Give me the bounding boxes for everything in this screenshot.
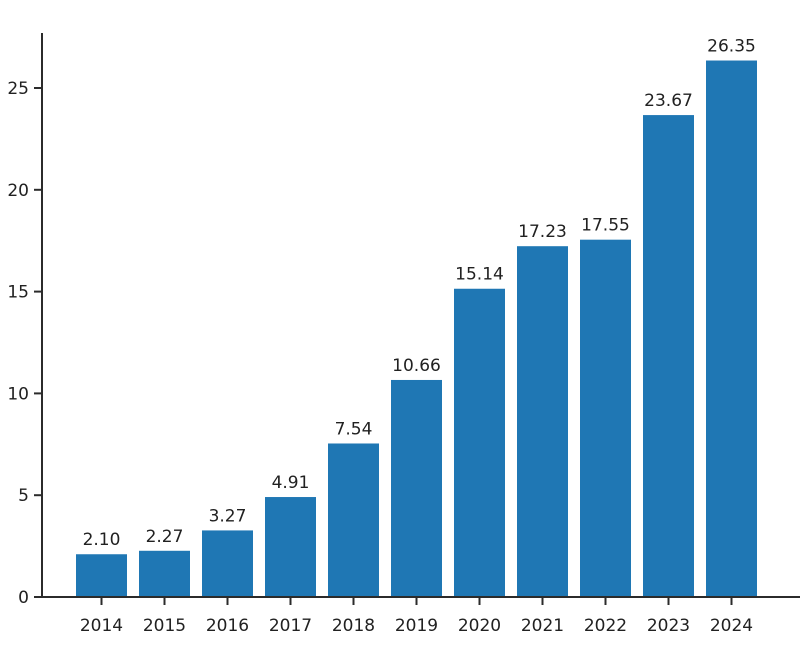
x-tick-label: 2018	[332, 616, 375, 636]
bar	[517, 246, 568, 597]
bar	[643, 115, 694, 597]
x-tick-label: 2023	[647, 616, 690, 636]
bar-value-label: 17.55	[581, 216, 630, 236]
y-tick-label: 20	[7, 181, 29, 201]
bar-value-label: 2.10	[83, 530, 121, 550]
x-tick-label: 2014	[80, 616, 123, 636]
bar	[391, 379, 442, 597]
y-tick-label: 10	[7, 384, 29, 404]
bar	[139, 550, 190, 597]
bar-value-label: 2.27	[146, 527, 184, 547]
bar-value-label: 4.91	[272, 473, 310, 493]
x-tick-label: 2017	[269, 616, 312, 636]
bar	[76, 554, 127, 597]
bar-value-label: 23.67	[644, 91, 693, 111]
x-tick-label: 2022	[584, 616, 627, 636]
bar	[454, 288, 505, 597]
x-tick-label: 2024	[710, 616, 753, 636]
x-tick-label: 2016	[206, 616, 249, 636]
bar	[265, 497, 316, 597]
x-tick-label: 2020	[458, 616, 501, 636]
x-tick-label: 2019	[395, 616, 438, 636]
bar	[202, 530, 253, 597]
bar-value-label: 17.23	[518, 222, 567, 242]
bar-value-label: 7.54	[335, 419, 373, 439]
y-tick-label: 5	[18, 486, 29, 506]
x-tick-label: 2021	[521, 616, 564, 636]
y-tick-label: 15	[7, 283, 29, 303]
bar	[580, 239, 631, 597]
bar-value-label: 26.35	[707, 37, 756, 57]
bar	[328, 443, 379, 597]
bar-value-label: 3.27	[209, 506, 247, 526]
y-tick-label: 0	[18, 588, 29, 608]
bar-value-label: 10.66	[392, 356, 441, 376]
y-tick-label: 25	[7, 79, 29, 99]
bar-value-label: 15.14	[455, 265, 504, 285]
bar	[706, 60, 757, 598]
x-tick-label: 2015	[143, 616, 186, 636]
